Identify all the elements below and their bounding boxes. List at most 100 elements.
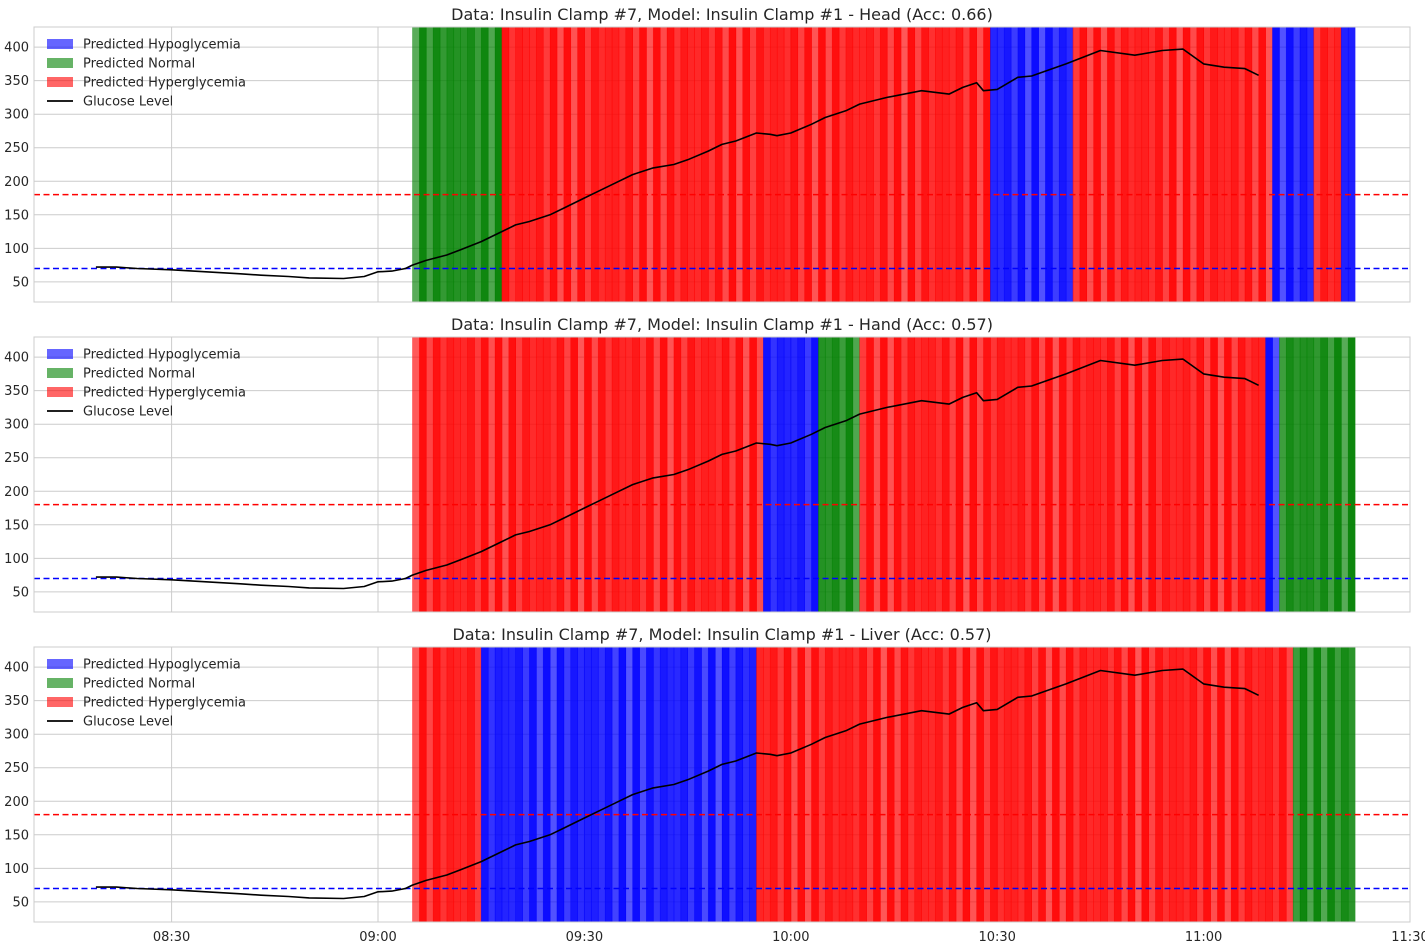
prediction-strip xyxy=(591,27,599,302)
prediction-strip xyxy=(818,337,826,612)
prediction-strip xyxy=(694,337,702,612)
prediction-strip xyxy=(1258,27,1266,302)
prediction-strip xyxy=(1334,647,1342,922)
prediction-strip xyxy=(942,27,950,302)
prediction-strip xyxy=(845,647,854,922)
prediction-strip xyxy=(618,27,627,302)
legend-swatch xyxy=(47,39,73,49)
prediction-strip xyxy=(467,647,475,922)
x-tick-label: 08:30 xyxy=(153,930,190,945)
prediction-strip xyxy=(1121,337,1129,612)
prediction-strip xyxy=(419,337,427,612)
prediction-strip xyxy=(797,647,805,922)
y-tick-label: 50 xyxy=(12,585,29,600)
prediction-strip xyxy=(928,647,936,922)
prediction-strip xyxy=(1341,27,1349,302)
y-tick-label: 250 xyxy=(4,141,29,156)
prediction-strip xyxy=(763,647,771,922)
prediction-strip xyxy=(1299,647,1308,922)
prediction-strip xyxy=(1279,337,1287,612)
prediction-strip xyxy=(1045,27,1053,302)
prediction-strip xyxy=(508,27,516,302)
legend-label: Predicted Normal xyxy=(83,57,195,72)
y-tick-label: 300 xyxy=(4,108,29,123)
prediction-strip xyxy=(777,647,785,922)
prediction-strip xyxy=(1134,647,1143,922)
prediction-strip xyxy=(1100,27,1108,302)
prediction-strip xyxy=(894,647,902,922)
legend-swatch xyxy=(47,349,73,359)
legend-swatch xyxy=(47,678,73,688)
prediction-strip xyxy=(639,27,647,302)
prediction-strip xyxy=(804,337,812,612)
prediction-strip xyxy=(1059,337,1067,612)
y-tick-label: 400 xyxy=(4,351,29,366)
prediction-strip xyxy=(653,647,661,922)
prediction-strip xyxy=(749,337,757,612)
prediction-strip xyxy=(1320,27,1328,302)
prediction-strip xyxy=(701,337,709,612)
prediction-strip xyxy=(474,337,482,612)
prediction-strip xyxy=(900,337,909,612)
y-tick-label: 300 xyxy=(4,728,29,743)
prediction-strip xyxy=(1210,27,1218,302)
legend-label: Predicted Normal xyxy=(83,677,195,692)
prediction-strip xyxy=(935,337,943,612)
prediction-strip xyxy=(646,337,654,612)
prediction-strip xyxy=(1189,27,1198,302)
prediction-strip xyxy=(832,647,840,922)
prediction-strip xyxy=(1244,337,1253,612)
chart-title: Data: Insulin Clamp #7, Model: Insulin C… xyxy=(452,625,991,644)
prediction-strip xyxy=(563,647,572,922)
prediction-strip xyxy=(474,27,482,302)
prediction-strip xyxy=(928,337,936,612)
y-tick-label: 100 xyxy=(4,552,29,567)
prediction-strip xyxy=(584,337,592,612)
prediction-strip xyxy=(832,337,840,612)
prediction-strip xyxy=(1306,647,1315,922)
legend-swatch xyxy=(47,697,73,707)
prediction-strip xyxy=(460,337,468,612)
prediction-strip xyxy=(1327,27,1335,302)
prediction-strip xyxy=(598,337,606,612)
prediction-strip xyxy=(859,27,867,302)
prediction-strip xyxy=(687,337,695,612)
prediction-strip xyxy=(976,337,984,612)
prediction-strip xyxy=(412,647,420,922)
prediction-strip xyxy=(481,337,489,612)
prediction-strip xyxy=(680,647,688,922)
prediction-strip xyxy=(1017,337,1026,612)
prediction-strip xyxy=(914,647,922,922)
prediction-strip xyxy=(508,647,516,922)
prediction-strip xyxy=(1072,647,1081,922)
prediction-strip xyxy=(845,27,854,302)
prediction-strip xyxy=(1114,27,1122,302)
prediction-strip xyxy=(763,27,771,302)
prediction-strip xyxy=(894,27,902,302)
prediction-strip xyxy=(907,337,916,612)
y-tick-label: 250 xyxy=(4,451,29,466)
prediction-strip xyxy=(591,647,599,922)
prediction-strip xyxy=(611,647,620,922)
y-tick-label: 100 xyxy=(4,862,29,877)
prediction-strip xyxy=(900,27,909,302)
prediction-strip xyxy=(728,337,737,612)
prediction-strip xyxy=(1251,27,1260,302)
prediction-strip xyxy=(1251,337,1260,612)
prediction-strip xyxy=(1182,337,1191,612)
prediction-strip xyxy=(1086,27,1094,302)
prediction-strip xyxy=(1224,337,1232,612)
prediction-strip xyxy=(790,647,799,922)
prediction-strip xyxy=(1293,647,1301,922)
prediction-strip xyxy=(673,27,682,302)
prediction-strip xyxy=(1169,647,1177,922)
legend-swatch xyxy=(47,659,73,669)
prediction-strip xyxy=(825,647,833,922)
prediction-strip xyxy=(1052,337,1060,612)
legend-swatch xyxy=(47,387,73,397)
prediction-strip xyxy=(639,647,647,922)
glucose-line xyxy=(95,48,1259,280)
prediction-strip xyxy=(1045,647,1053,922)
prediction-strip xyxy=(742,27,750,302)
